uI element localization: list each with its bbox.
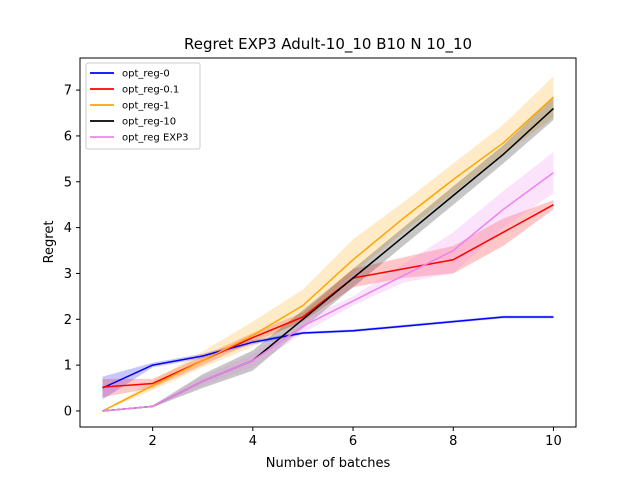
x-tick-label: 10 <box>545 434 562 449</box>
series-lines <box>102 96 555 412</box>
legend-label-opt-reg-exp3: opt_reg EXP3 <box>122 133 189 144</box>
legend-label-opt-reg-1: opt_reg-1 <box>122 101 170 112</box>
line-opt-reg-0-1 <box>102 204 554 388</box>
line-opt-reg-0 <box>102 316 554 389</box>
x-tick-label: 4 <box>249 434 257 449</box>
y-tick-label: 1 <box>64 359 72 374</box>
line-opt-reg-1 <box>102 96 555 412</box>
legend-label-opt-reg-0: opt_reg-0 <box>122 69 170 80</box>
y-axis-label: Regret <box>42 221 57 264</box>
y-tick-label: 7 <box>64 84 72 99</box>
x-tick-label: 6 <box>349 434 357 449</box>
legend-label-opt-reg-10: opt_reg-10 <box>122 117 176 128</box>
chart-title: Regret EXP3 Adult-10_10 B10 N 10_10 <box>184 35 472 54</box>
y-tick-label: 2 <box>64 313 72 328</box>
y-tick-label: 0 <box>64 404 72 419</box>
legend: opt_reg-0 opt_reg-0.1 opt_reg-1 opt_reg-10o… <box>85 62 201 150</box>
y-tick-label: 6 <box>64 129 72 144</box>
x-axis-ticks: 2 4 6 8 10 <box>149 427 562 449</box>
plot-area-frame <box>79 57 577 428</box>
x-tick-label: 2 <box>149 434 157 449</box>
y-axis-ticks: 0 1 2 3 4 5 6 7 <box>64 84 80 419</box>
legend-label-opt-reg-0-1: opt_reg-0.1 <box>122 85 179 96</box>
x-axis-label: Number of batches <box>266 456 391 471</box>
x-tick-label: 8 <box>449 434 457 449</box>
y-tick-label: 4 <box>64 221 72 236</box>
y-tick-label: 5 <box>64 175 72 190</box>
legend-box <box>85 62 201 150</box>
line-opt-reg-exp3 <box>102 171 554 412</box>
y-tick-label: 3 <box>64 267 72 282</box>
